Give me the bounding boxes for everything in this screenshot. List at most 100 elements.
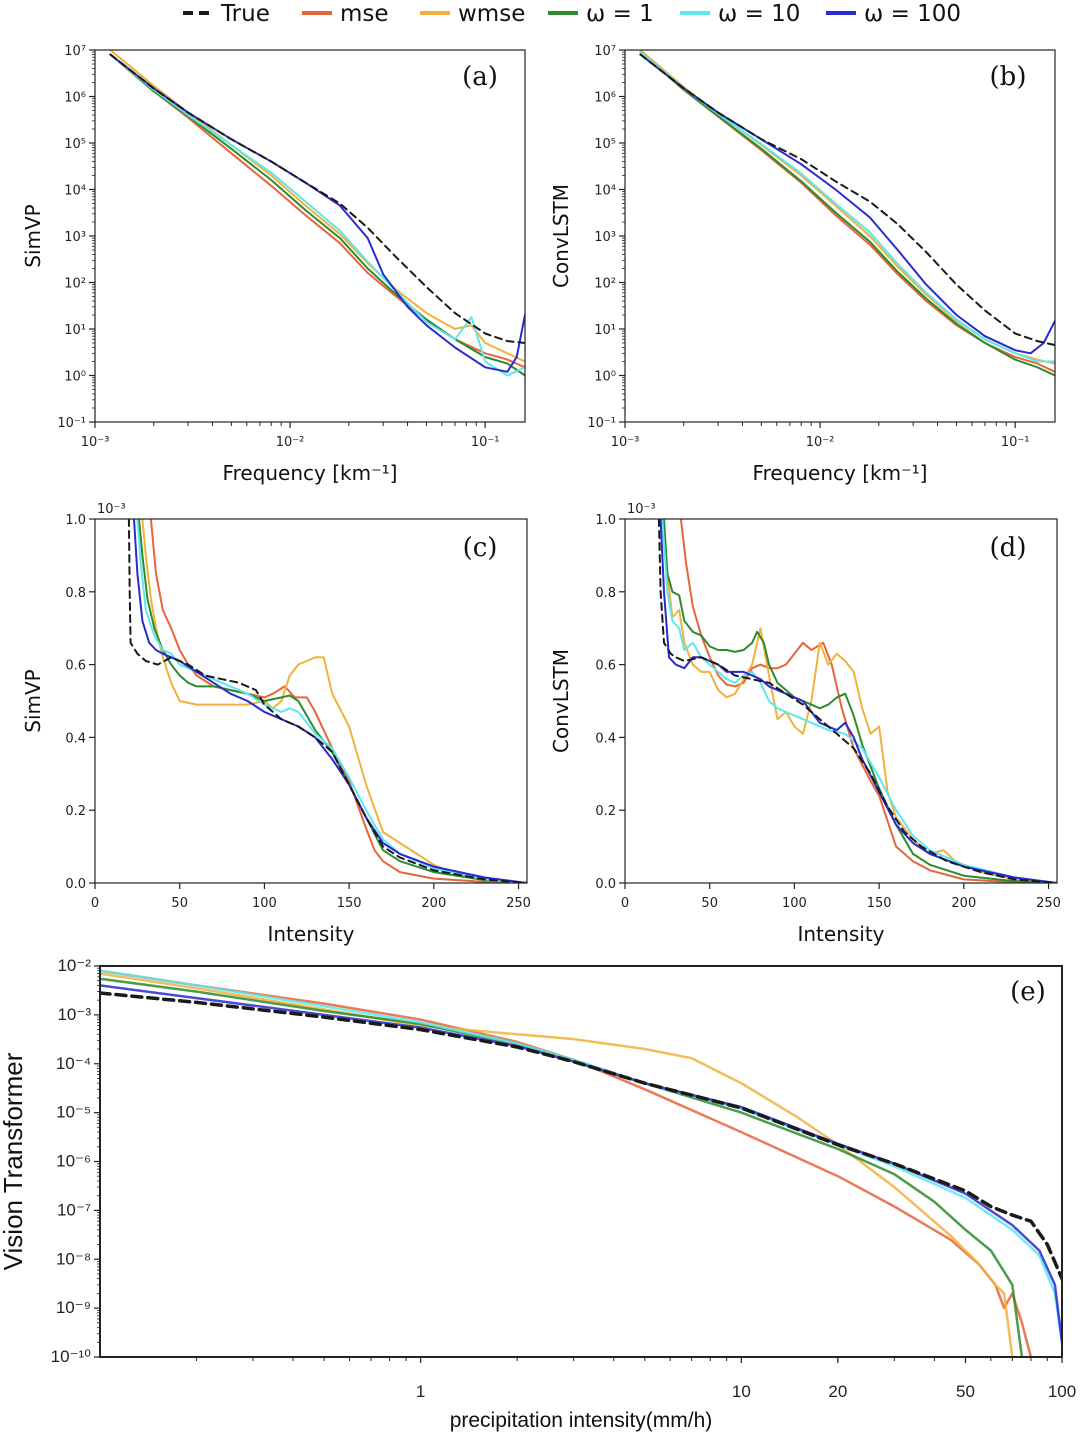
x-tick-label: 10⁻² xyxy=(806,435,835,450)
series-line-w10 xyxy=(100,969,1062,1344)
x-tick-label: 150 xyxy=(337,896,362,911)
y-tick-label: 10⁰ xyxy=(594,370,616,385)
series-line-true xyxy=(639,53,1055,347)
series-line-mse xyxy=(639,51,1055,373)
series-group xyxy=(639,50,1055,377)
x-tick-label: 10⁻³ xyxy=(611,435,640,450)
y-tick-label: 10⁻¹ xyxy=(587,416,616,431)
x-tick-label: 10⁻² xyxy=(276,435,305,450)
series-group xyxy=(109,50,525,377)
series-group xyxy=(657,519,1057,883)
panel-tag: (e) xyxy=(1010,977,1046,1007)
y-tick-label: 10⁻⁷ xyxy=(57,1200,91,1219)
legend-item-true: True xyxy=(183,1,270,27)
legend-label-w1: ω = 1 xyxy=(586,1,654,27)
legend-item-w10: ω = 10 xyxy=(680,1,800,27)
series-line-w100 xyxy=(133,519,527,883)
x-tick-label: 100 xyxy=(782,896,807,911)
series-line-w1 xyxy=(100,977,1024,1357)
x-tick-label: 250 xyxy=(506,896,531,911)
y-tick-label: 10⁻² xyxy=(57,956,91,975)
series-line-w1 xyxy=(109,53,525,377)
series-line-w1 xyxy=(138,519,527,883)
y-tick-label: 10⁻⁶ xyxy=(56,1152,91,1171)
x-tick-label: 20 xyxy=(828,1382,847,1401)
y-tick-label: 10³ xyxy=(594,230,616,245)
y-tick-label: 10⁴ xyxy=(594,184,616,199)
series-line-w100 xyxy=(639,53,1055,355)
y-tick-label: 10⁵ xyxy=(594,137,616,152)
legend-label-true: True xyxy=(220,1,270,27)
series-line-wmse xyxy=(141,519,527,883)
y-tick-label: 10⁴ xyxy=(64,184,86,199)
plot-frame xyxy=(624,49,1056,423)
legend-label-mse: mse xyxy=(340,1,389,27)
y-tick-label: 0.8 xyxy=(65,586,86,601)
series-line-w100 xyxy=(659,519,1057,883)
panel-a-simvp-spectrum: 10⁻³ 10⁻² 10⁻¹ 10⁻¹ 10⁰ 10¹ 10² 10³ 10⁴ 10⁵ 10⁶ 10⁷… xyxy=(21,44,526,485)
y-tick-label: 10⁻⁵ xyxy=(56,1103,91,1122)
y-axis-label: ConvLSTM xyxy=(549,649,573,753)
plot-frame xyxy=(624,518,1058,884)
x-tick-label: 250 xyxy=(1036,896,1061,911)
y-tick-label: 0.2 xyxy=(595,804,616,819)
x-axis-label: precipitation intensity(mm/h) xyxy=(450,1409,713,1432)
legend-label-w10: ω = 10 xyxy=(718,1,800,27)
axis-multiplier: 10⁻³ xyxy=(97,502,126,517)
y-tick-label: 10⁻⁴ xyxy=(56,1054,91,1073)
legend-item-wmse: wmse xyxy=(420,1,525,27)
y-tick-label: 0.2 xyxy=(65,804,86,819)
series-line-w10 xyxy=(136,519,527,883)
series-line-mse xyxy=(109,53,525,369)
series-line-mse xyxy=(679,519,1057,883)
y-tick-label: 10⁻⁹ xyxy=(56,1298,91,1317)
y-tick-label: 1.0 xyxy=(595,513,616,528)
x-axis-label: Intensity xyxy=(797,922,884,946)
y-axis-label: SimVP xyxy=(21,669,45,732)
y-tick-label: 10⁷ xyxy=(594,44,616,59)
x-tick-label: 10 xyxy=(732,1382,751,1401)
y-tick-label: 0.6 xyxy=(595,659,616,674)
panel-tag: (b) xyxy=(990,62,1027,92)
y-tick-label: 0.4 xyxy=(595,731,616,746)
y-tick-label: 10⁶ xyxy=(64,91,86,106)
y-tick-label: 10² xyxy=(64,277,86,292)
legend-item-w100: ω = 100 xyxy=(826,1,961,27)
y-tick-label: 10⁻¹⁰ xyxy=(51,1347,92,1366)
legend: True mse wmse ω = 1 ω = 10 ω = 100 xyxy=(183,1,961,27)
series-line-w1 xyxy=(639,51,1055,377)
x-tick-label: 50 xyxy=(701,896,718,911)
series-line-true xyxy=(100,991,1062,1281)
x-tick-label: 10⁻¹ xyxy=(1001,435,1030,450)
y-tick-label: 10² xyxy=(594,277,616,292)
plot-frame xyxy=(94,49,526,423)
x-tick-label: 10⁻³ xyxy=(81,435,110,450)
series-line-w100 xyxy=(100,984,1062,1344)
y-tick-label: 10⁻⁸ xyxy=(56,1249,91,1268)
y-tick-label: 0.6 xyxy=(65,659,86,674)
x-tick-label: 50 xyxy=(956,1382,975,1401)
series-line-true xyxy=(657,519,1057,883)
series-line-wmse xyxy=(639,50,1055,365)
x-tick-label: 100 xyxy=(252,896,277,911)
series-line-wmse xyxy=(661,519,1057,883)
legend-label-w100: ω = 100 xyxy=(864,1,961,27)
x-axis-label: Frequency [km⁻¹] xyxy=(753,461,928,485)
x-tick-label: 1 xyxy=(416,1382,425,1401)
series-group xyxy=(127,519,527,883)
panel-tag: (a) xyxy=(462,62,498,92)
y-tick-label: 10⁰ xyxy=(64,370,86,385)
panel-e-vit-precipitation: 1 10 20 50 100 10⁻¹⁰ 10⁻⁹ 10⁻⁸ 10⁻⁷ 10⁻⁶ 10⁻⁵ 10⁻⁴ 1… xyxy=(0,956,1076,1432)
panel-tag: (d) xyxy=(990,533,1027,563)
y-axis-label: SimVP xyxy=(21,204,45,267)
y-tick-label: 0.0 xyxy=(595,877,616,892)
y-tick-label: 10⁷ xyxy=(64,44,86,59)
plot-frame xyxy=(99,965,1063,1358)
y-axis-label: Vision Transformer xyxy=(0,1052,28,1270)
x-tick-label: 0 xyxy=(91,896,99,911)
y-tick-label: 10¹ xyxy=(64,323,86,338)
x-tick-label: 50 xyxy=(171,896,188,911)
x-tick-label: 200 xyxy=(951,896,976,911)
y-tick-label: 0.4 xyxy=(65,731,86,746)
y-tick-label: 10¹ xyxy=(594,323,616,338)
